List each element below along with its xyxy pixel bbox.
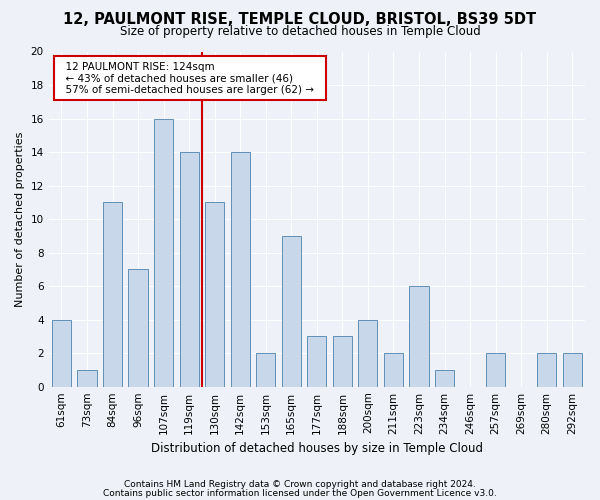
X-axis label: Distribution of detached houses by size in Temple Cloud: Distribution of detached houses by size … bbox=[151, 442, 483, 455]
Text: Size of property relative to detached houses in Temple Cloud: Size of property relative to detached ho… bbox=[119, 25, 481, 38]
Bar bbox=[384, 353, 403, 386]
Text: 12, PAULMONT RISE, TEMPLE CLOUD, BRISTOL, BS39 5DT: 12, PAULMONT RISE, TEMPLE CLOUD, BRISTOL… bbox=[64, 12, 536, 28]
Bar bbox=[333, 336, 352, 386]
Bar bbox=[486, 353, 505, 386]
Text: Contains HM Land Registry data © Crown copyright and database right 2024.: Contains HM Land Registry data © Crown c… bbox=[124, 480, 476, 489]
Text: 12 PAULMONT RISE: 124sqm
  ← 43% of detached houses are smaller (46)
  57% of se: 12 PAULMONT RISE: 124sqm ← 43% of detach… bbox=[59, 62, 321, 95]
Bar bbox=[103, 202, 122, 386]
Bar bbox=[435, 370, 454, 386]
Bar bbox=[358, 320, 377, 386]
Text: Contains public sector information licensed under the Open Government Licence v3: Contains public sector information licen… bbox=[103, 488, 497, 498]
Bar bbox=[256, 353, 275, 386]
Bar bbox=[282, 236, 301, 386]
Bar bbox=[77, 370, 97, 386]
Y-axis label: Number of detached properties: Number of detached properties bbox=[15, 132, 25, 307]
Bar bbox=[205, 202, 224, 386]
Bar bbox=[52, 320, 71, 386]
Bar bbox=[154, 118, 173, 386]
Bar bbox=[409, 286, 428, 386]
Bar bbox=[563, 353, 582, 386]
Bar bbox=[179, 152, 199, 386]
Bar bbox=[537, 353, 556, 386]
Bar bbox=[128, 270, 148, 386]
Bar bbox=[307, 336, 326, 386]
Bar bbox=[230, 152, 250, 386]
